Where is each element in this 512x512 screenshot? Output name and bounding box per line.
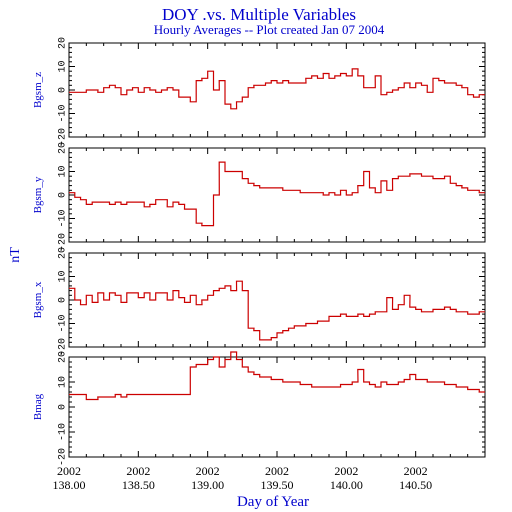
x-tick-labels: 2002138.002002138.502002139.002002139.50…: [53, 464, 433, 492]
chart-title: DOY .vs. Multiple Variables: [162, 5, 356, 24]
x-tick-label-doy: 140.00: [330, 478, 363, 492]
panels-group: 20 10 0 -10 -20 Bgsm_z 20 10 0 -10 -20 Bgsm_y 20 10 0 -…: [32, 37, 486, 466]
panel-y-label: Bmag: [32, 393, 44, 420]
panel-bgsm_y: 20 10 0 -10 -20 Bgsm_y: [32, 142, 486, 251]
y-tick-label: -20: [58, 128, 69, 146]
y-tick-label: 0: [58, 297, 69, 303]
x-tick-label-doy: 139.50: [261, 478, 294, 492]
y-tick-label: 10: [58, 376, 69, 388]
y-tick-label: -10: [58, 314, 69, 332]
x-tick-label-doy: 138.50: [122, 478, 155, 492]
y-tick-label: -10: [58, 423, 69, 441]
shared-y-label: nT: [8, 247, 23, 263]
x-tick-label-year: 2002: [334, 464, 358, 478]
x-tick-label-year: 2002: [126, 464, 150, 478]
panel-frame: [68, 147, 486, 243]
y-tick-label: -10: [58, 104, 69, 122]
y-tick-label: -20: [58, 338, 69, 356]
series-line: [69, 351, 485, 401]
x-tick-label-year: 2002: [57, 464, 81, 478]
y-tick-label: 0: [58, 87, 69, 93]
y-tick-label: 10: [58, 270, 69, 282]
y-tick-label: 20: [58, 351, 69, 363]
y-tick-label: 0: [58, 404, 69, 410]
x-tick-label-year: 2002: [196, 464, 220, 478]
panel-bmag: 20 10 0 -10 -20 Bmag: [32, 351, 486, 466]
y-tick-label: 10: [58, 165, 69, 177]
series-line: [69, 280, 485, 341]
y-tick-label: -10: [58, 209, 69, 227]
series-line: [69, 161, 485, 227]
y-tick-label: 20: [58, 247, 69, 259]
panel-y-label: Bgsm_z: [32, 72, 44, 108]
y-tick-label: 10: [58, 60, 69, 72]
chart-subtitle: Hourly Averages -- Plot created Jan 07 2…: [154, 22, 385, 37]
panel-bgsm_x: 20 10 0 -10 -20 Bgsm_x: [32, 247, 486, 356]
y-tick-label: 0: [58, 192, 69, 198]
panel-bgsm_z: 20 10 0 -10 -20 Bgsm_z: [32, 37, 486, 146]
x-tick-label-doy: 139.00: [191, 478, 224, 492]
x-tick-label-year: 2002: [265, 464, 289, 478]
series-line: [69, 68, 485, 110]
panel-frame: [68, 356, 486, 458]
panel-y-label: Bgsm_x: [32, 281, 44, 318]
y-tick-label: -20: [58, 448, 69, 466]
x-tick-label-doy: 140.50: [399, 478, 432, 492]
y-tick-label: 20: [58, 37, 69, 49]
x-tick-label-year: 2002: [404, 464, 428, 478]
x-axis-label: Day of Year: [237, 494, 309, 510]
y-tick-label: -20: [58, 233, 69, 251]
panel-y-label: Bgsm_y: [32, 176, 44, 213]
x-tick-label-doy: 138.00: [53, 478, 86, 492]
y-tick-label: 20: [58, 142, 69, 154]
